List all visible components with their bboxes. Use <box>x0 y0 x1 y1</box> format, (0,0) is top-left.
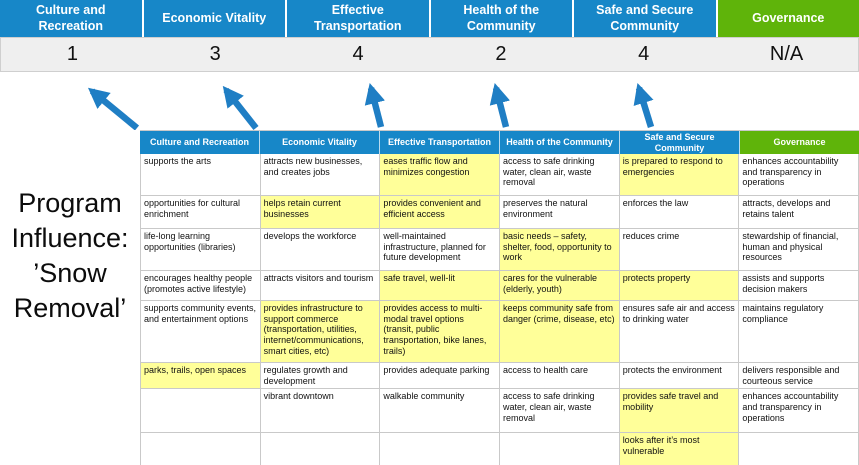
table-cell: attracts, develops and retains talent <box>739 196 859 230</box>
category-box-culture-recreation: Culture and Recreation <box>0 0 142 37</box>
arrow-icon <box>633 83 655 128</box>
table-cell: protects property <box>619 271 740 302</box>
table-cell: provides adequate parking <box>380 363 501 390</box>
table-cell: regulates growth and development <box>260 363 381 390</box>
table-header-cell: Health of the Community <box>500 131 620 155</box>
score-effective-transportation: 4 <box>352 43 364 65</box>
table-row: encourages healthy people (promotes acti… <box>140 271 859 302</box>
table-cell: provides convenient and efficient access <box>380 196 501 230</box>
category-label: Safe and Secure Community <box>596 2 694 33</box>
table-cell: basic needs – safety, shelter, food, opp… <box>500 229 620 272</box>
category-label: Culture and Recreation <box>36 2 106 33</box>
category-box-effective-transportation: Effective Transportation <box>287 0 429 37</box>
table-cell: attracts new businesses, and creates job… <box>260 154 381 197</box>
category-label: Governance <box>752 10 825 25</box>
table-cell: eases traffic flow and minimizes congest… <box>380 154 501 197</box>
table-cell: life-long learning opportunities (librar… <box>140 229 261 272</box>
table-row: parks, trails, open spaces regulates grow… <box>140 363 859 390</box>
table-header-cell: Economic Vitality <box>260 131 380 155</box>
table-cell: supports the arts <box>140 154 261 197</box>
table-cell: enhances accountability and transparency… <box>739 154 859 197</box>
table-header-row: Culture and Recreation Economic Vitality E… <box>140 131 859 155</box>
category-label: Effective Transportation <box>313 2 402 33</box>
category-box-economic-vitality: Economic Vitality <box>143 0 285 37</box>
table-cell: preserves the natural environment <box>500 196 620 230</box>
table-cell: access to safe drinking water, clean air… <box>500 389 620 434</box>
table-header-cell: Culture and Recreation <box>140 131 260 155</box>
page-title-line: ’Snow <box>33 258 107 289</box>
table-cell: opportunities for cultural enrichment <box>140 196 261 230</box>
score-row: 1 3 4 2 4 N/A <box>0 37 859 72</box>
influence-table: Culture and Recreation Economic Vitality E… <box>140 130 859 465</box>
table-cell: enhances accountability and transparency… <box>739 389 859 434</box>
table-row: vibrant downtown walkable community access… <box>140 389 859 434</box>
table-cell: provides access to multi-modal travel op… <box>380 301 501 364</box>
table-cell <box>140 433 261 465</box>
table-cell: reduces crime <box>619 229 740 272</box>
table-row: looks after it’s most vulnerable <box>140 433 859 465</box>
table-cell: cares for the vulnerable (elderly, youth… <box>500 271 620 302</box>
table-header-cell: Effective Transportation <box>380 131 500 155</box>
arrow-icon <box>489 82 510 128</box>
table-cell: attracts visitors and tourism <box>260 271 381 302</box>
category-label: Health of the Community <box>463 2 540 33</box>
table-cell: looks after it’s most vulnerable <box>619 433 740 465</box>
table-cell: protects the environment <box>619 363 740 390</box>
table-cell <box>260 433 381 465</box>
table-cell: assists and supports decision makers <box>739 271 859 302</box>
table-cell: helps retain current businesses <box>260 196 381 230</box>
table-cell: maintains regulatory compliance <box>739 301 859 364</box>
table-cell: stewardship of financial, human and phys… <box>739 229 859 272</box>
page-title-line: Program <box>18 188 122 218</box>
table-cell: parks, trails, open spaces <box>140 363 261 390</box>
arrow-icon <box>364 82 385 128</box>
table-cell: keeps community safe from danger (crime,… <box>500 301 620 364</box>
up-arrow-icons <box>87 82 655 130</box>
table-cell: walkable community <box>380 389 501 434</box>
table-cell: safe travel, well-lit <box>380 271 501 302</box>
table-cell: ensures safe air and access to drinking … <box>619 301 740 364</box>
score-economic-vitality: 3 <box>209 43 221 65</box>
table-cell: is prepared to respond to emergencies <box>619 154 740 197</box>
score-governance: N/A <box>769 43 804 65</box>
table-cell: supports community events, and entertain… <box>140 301 261 364</box>
table-header-cell: Governance <box>740 131 859 155</box>
table-cell: develops the workforce <box>260 229 381 272</box>
arrow-icon <box>87 87 140 130</box>
table-cell: access to health care <box>500 363 620 390</box>
table-cell <box>739 433 859 465</box>
page-title: Program Influence: ’Snow Removal’ <box>0 186 140 326</box>
arrow-icon <box>222 85 259 130</box>
category-label: Economic Vitality <box>162 10 267 25</box>
table-row: supports community events, and entertain… <box>140 301 859 364</box>
score-culture-recreation: 1 <box>66 43 78 65</box>
score-health-community: 2 <box>495 43 507 65</box>
table-row: opportunities for cultural enrichment hel… <box>140 196 859 230</box>
table-cell: encourages healthy people (promotes acti… <box>140 271 261 302</box>
category-header-row: Culture and Recreation Economic Vitality… <box>0 0 859 37</box>
category-box-safe-secure: Safe and Secure Community <box>574 0 716 37</box>
table-cell: vibrant downtown <box>260 389 381 434</box>
table-cell: well-maintained infrastructure, planned … <box>380 229 501 272</box>
table-cell: provides infrastructure to support comme… <box>260 301 381 364</box>
table-cell: access to safe drinking water, clean air… <box>500 154 620 197</box>
table-cell: provides safe travel and mobility <box>619 389 740 434</box>
table-row: life-long learning opportunities (librar… <box>140 229 859 272</box>
category-box-governance: Governance <box>717 0 859 37</box>
table-cell <box>500 433 620 465</box>
page-title-line: Influence: <box>11 223 129 254</box>
table-cell: delivers responsible and courteous servi… <box>739 363 859 390</box>
category-box-health-community: Health of the Community <box>430 0 572 37</box>
table-cell: enforces the law <box>619 196 740 230</box>
score-safe-secure: 4 <box>638 43 650 65</box>
page-title-line: Removal’ <box>13 293 127 324</box>
table-cell <box>380 433 501 465</box>
table-cell <box>140 389 261 434</box>
table-header-cell: Safe and Secure Community <box>620 131 740 155</box>
table-row: supports the arts attracts new businesses… <box>140 154 859 197</box>
